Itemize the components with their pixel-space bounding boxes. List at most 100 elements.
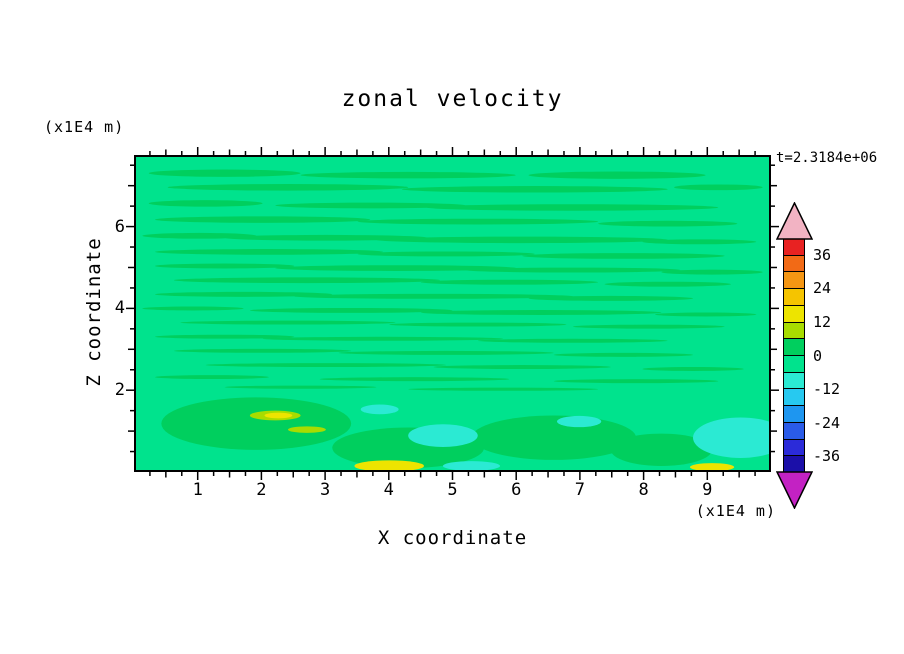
- contour-blob: [148, 200, 263, 207]
- contour-blob: [300, 171, 516, 179]
- contour-blob: [224, 385, 377, 389]
- contour-blob: [610, 433, 713, 466]
- x-tick-label: 9: [702, 480, 713, 500]
- colorbar-cell: [784, 439, 804, 457]
- contour-blob: [604, 281, 732, 287]
- colorbar-cell: [784, 339, 804, 357]
- contour-blob: [572, 324, 725, 329]
- contour-blob: [556, 415, 602, 428]
- colorbar-cell: [784, 255, 804, 273]
- contour-blob: [420, 279, 599, 285]
- colorbar-cell: [784, 322, 804, 340]
- contour-blob: [224, 234, 428, 241]
- contour-blob: [275, 265, 516, 271]
- contour-blob: [689, 463, 735, 470]
- contour-blob: [661, 269, 763, 275]
- contour-blob: [173, 277, 440, 284]
- x-tick-label: 5: [447, 480, 458, 500]
- y-tick-label: 6: [114, 216, 125, 237]
- contour-blob: [319, 377, 510, 382]
- contour-blob: [249, 307, 453, 313]
- x-axis-title: X coordinate: [377, 527, 528, 549]
- contour-blob: [465, 267, 681, 273]
- contour-blob: [173, 348, 352, 353]
- colorbar-tick-label: 12: [813, 313, 832, 331]
- x-tick-label: 4: [383, 480, 394, 500]
- contour-blob: [338, 350, 554, 355]
- contour-blob: [553, 352, 694, 357]
- colorbar-tick-label: -12: [813, 380, 841, 398]
- contour-blob: [528, 295, 694, 301]
- contour-blob: [471, 415, 637, 460]
- colorbar-cell: [784, 372, 804, 390]
- contour-blob: [357, 251, 535, 257]
- contour-field: [136, 157, 769, 470]
- x-tick-label: 6: [511, 480, 522, 500]
- x-tick-label: 3: [319, 480, 331, 500]
- colorbar-tick-label: 0: [813, 347, 823, 365]
- contour-blob: [642, 239, 757, 245]
- contour-blob: [161, 397, 352, 450]
- colorbar-upper-arrow-icon: [776, 202, 813, 240]
- contour-blob: [148, 169, 301, 177]
- colorbar-cell: [784, 356, 804, 373]
- contour-blob: [598, 220, 738, 227]
- x-tick-label: 1: [192, 480, 203, 500]
- contour-blob: [433, 365, 611, 369]
- contour-blob: [264, 412, 293, 419]
- contour-blob: [442, 461, 500, 470]
- colorbar-tick-label: 24: [813, 279, 832, 297]
- contour-blob: [408, 387, 599, 391]
- x-axis-unit-label: (x1E4 m): [695, 502, 776, 520]
- contour-blob: [389, 322, 567, 327]
- x-tick-label: 8: [638, 480, 649, 500]
- colorbar-cell: [784, 456, 804, 473]
- contour-blob: [522, 253, 725, 259]
- contour-blob: [294, 293, 573, 299]
- contour-blob: [275, 202, 466, 209]
- contour-blob: [167, 184, 409, 191]
- contour-blob: [553, 379, 719, 384]
- contour-blob: [205, 363, 447, 368]
- contour-blob: [354, 460, 424, 470]
- time-annotation: t=2.3184e+06: [776, 150, 878, 166]
- colorbar-tick-label: 36: [813, 246, 832, 264]
- contour-blob: [154, 334, 295, 339]
- colorbar-cell: [784, 239, 804, 256]
- plot-area: [134, 155, 771, 472]
- colorbar-tick-label: -36: [813, 447, 841, 465]
- colorbar-lower-arrow-icon: [776, 471, 813, 509]
- colorbar-cell: [784, 422, 804, 440]
- contour-blob: [420, 310, 662, 315]
- contour-blob: [528, 171, 706, 179]
- contour-blob: [262, 336, 504, 341]
- colorbar-cell: [784, 406, 804, 423]
- contour-blob: [427, 204, 719, 211]
- contour-blob: [154, 375, 269, 380]
- contour-blob: [154, 249, 383, 255]
- y-axis-unit-label: (x1E4 m): [44, 118, 125, 136]
- colorbar-cell: [784, 305, 804, 323]
- y-tick-label: 4: [114, 298, 125, 319]
- colorbar-tick-label: -24: [813, 414, 841, 432]
- contour-blob: [287, 426, 326, 433]
- contour-blob: [401, 186, 668, 193]
- contour-blob: [154, 216, 371, 223]
- contour-blob: [408, 424, 478, 447]
- contour-blob: [477, 338, 668, 343]
- colorbar-cell: [784, 389, 804, 407]
- contour-blob: [655, 312, 757, 317]
- x-tick-label: 2: [256, 480, 267, 500]
- contour-blob: [376, 236, 668, 244]
- contour-blob: [154, 291, 333, 297]
- contour-blob: [180, 320, 396, 325]
- contour-blob: [154, 263, 295, 269]
- contour-blob: [642, 367, 744, 371]
- colorbar: [783, 238, 805, 473]
- y-tick-label: 2: [114, 380, 125, 401]
- contour-blob: [357, 218, 599, 225]
- x-tick-label: 7: [574, 480, 586, 500]
- contour-blob: [360, 404, 399, 415]
- contour-blob: [674, 184, 763, 191]
